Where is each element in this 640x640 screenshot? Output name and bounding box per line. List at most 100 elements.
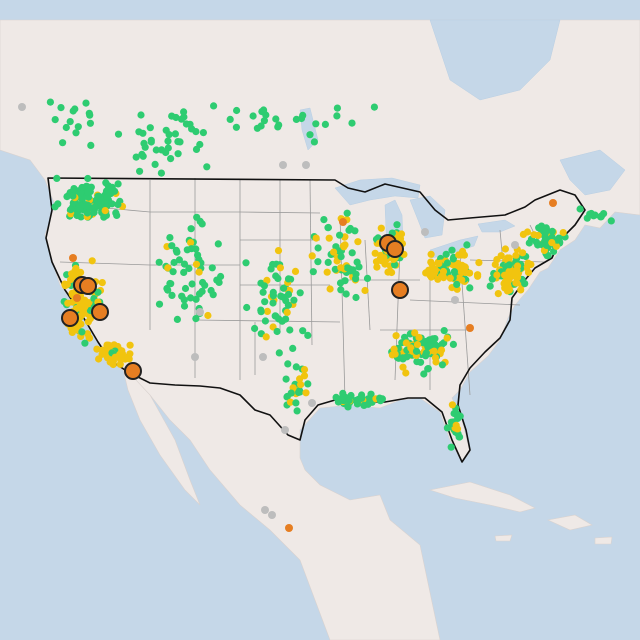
station-marker-moderate[interactable] [511,269,519,278]
station-marker-moderate[interactable] [105,341,113,349]
station-marker-good[interactable] [155,300,164,308]
station-marker-good[interactable] [304,331,312,339]
station-marker-good[interactable] [210,102,218,110]
station-marker-good[interactable] [417,358,425,366]
station-marker-good[interactable] [292,399,300,407]
station-marker-good[interactable] [488,275,496,283]
station-marker-good[interactable] [455,433,463,441]
station-marker-good[interactable] [282,375,290,383]
station-marker-moderate[interactable] [64,299,72,307]
station-marker-moderate[interactable] [276,264,284,272]
station-marker-moderate[interactable] [493,271,501,279]
station-marker-moderate[interactable] [296,375,304,383]
station-marker-good[interactable] [274,274,282,283]
station-marker-moderate[interactable] [446,274,454,282]
station-marker-moderate[interactable] [283,308,291,316]
station-marker-good[interactable] [399,354,407,362]
station-marker-good[interactable] [173,248,181,256]
station-marker-good[interactable] [170,258,178,267]
station-marker-good[interactable] [337,286,345,294]
station-marker-good[interactable] [275,349,283,357]
station-marker-good[interactable] [171,130,179,138]
station-marker-moderate[interactable] [519,230,528,238]
station-marker-moderate[interactable] [512,251,520,260]
station-marker-good[interactable] [314,244,322,252]
station-marker-good[interactable] [46,98,55,106]
station-marker-good[interactable] [284,275,293,283]
station-marker-good[interactable] [151,160,159,168]
station-marker-good[interactable] [321,120,329,128]
station-marker-good[interactable] [370,103,378,111]
station-marker-good[interactable] [87,141,95,149]
station-marker-good[interactable] [324,223,332,232]
station-marker-good[interactable] [261,317,269,325]
station-marker-good[interactable] [67,206,75,214]
station-marker-good[interactable] [448,246,456,254]
station-marker-moderate[interactable] [187,239,195,247]
station-marker-good[interactable] [146,124,154,132]
station-marker-good[interactable] [181,284,190,293]
station-marker-good[interactable] [591,211,599,219]
station-marker-good[interactable] [486,282,494,290]
station-marker-moderate[interactable] [118,347,126,355]
station-marker-good[interactable] [310,138,318,146]
station-marker-moderate[interactable] [524,259,532,267]
station-marker-good[interactable] [114,180,122,188]
station-marker-good[interactable] [284,301,292,309]
station-marker-unhealthy_sensitive[interactable] [285,524,293,532]
station-marker-good[interactable] [463,241,471,249]
station-marker-good[interactable] [102,179,110,187]
station-marker-good[interactable] [342,290,350,298]
station-marker-good[interactable] [78,328,86,336]
station-marker-moderate[interactable] [106,358,114,366]
station-marker-good[interactable] [74,123,82,131]
station-marker-good[interactable] [139,152,147,160]
station-marker-moderate[interactable] [195,268,203,276]
station-marker-unhealthy_sensitive[interactable] [73,294,81,302]
station-marker-moderate[interactable] [286,398,295,406]
station-marker-no_data[interactable] [279,161,287,169]
station-marker-moderate[interactable] [443,334,451,342]
station-marker-good[interactable] [187,225,195,233]
station-marker-good[interactable] [343,209,351,217]
station-marker-good[interactable] [165,131,173,139]
station-marker-good[interactable] [158,146,166,154]
station-marker-moderate[interactable] [411,329,419,337]
station-marker-moderate[interactable] [77,268,85,276]
station-marker-good[interactable] [174,138,182,146]
station-marker-good[interactable] [187,245,195,253]
station-marker-unhealthy_sensitive[interactable] [466,324,474,332]
station-marker-good[interactable] [157,169,165,177]
station-marker-moderate[interactable] [559,229,567,237]
station-marker-unhealthy_sensitive[interactable] [386,240,404,258]
station-marker-good[interactable] [358,394,366,402]
station-marker-good[interactable] [173,315,181,323]
station-marker-moderate[interactable] [461,268,469,277]
station-marker-good[interactable] [443,424,451,432]
station-marker-unhealthy_sensitive[interactable] [69,254,77,262]
station-marker-good[interactable] [269,288,277,296]
station-marker-good[interactable] [71,105,79,113]
station-marker-unhealthy_sensitive[interactable] [79,277,97,295]
station-marker-good[interactable] [391,261,399,269]
station-marker-good[interactable] [284,290,293,298]
station-marker-good[interactable] [450,268,458,276]
station-marker-moderate[interactable] [262,333,270,341]
station-marker-good[interactable] [232,123,240,131]
station-marker-moderate[interactable] [361,286,369,295]
station-marker-good[interactable] [203,163,211,171]
station-marker-good[interactable] [81,339,89,347]
station-marker-moderate[interactable] [354,238,362,246]
station-marker-good[interactable] [178,292,186,300]
station-marker-good[interactable] [275,121,283,129]
station-marker-unhealthy_sensitive[interactable] [391,281,409,299]
station-marker-good[interactable] [168,242,176,250]
station-marker-good[interactable] [290,296,298,304]
monitoring-stations[interactable] [18,98,615,533]
station-marker-good[interactable] [91,203,99,211]
station-marker-good[interactable] [84,188,92,196]
station-marker-good[interactable] [273,327,281,336]
station-marker-good[interactable] [309,268,317,276]
station-marker-good[interactable] [242,259,250,267]
station-marker-good[interactable] [453,280,461,288]
